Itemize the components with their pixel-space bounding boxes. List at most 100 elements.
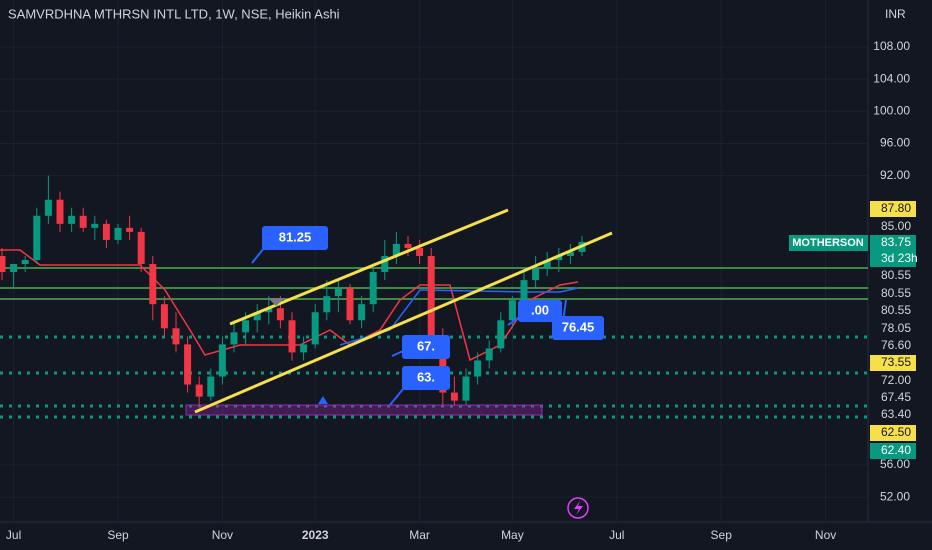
- candle-body: [427, 255, 435, 337]
- candle-body: [137, 231, 145, 265]
- price-axis: 108.00 104.00 100.00 96.00 92.00 56.00 52.00 87…: [789, 39, 918, 503]
- candle-body: [242, 320, 250, 333]
- candle-body: [369, 272, 377, 305]
- x-tick-label: May: [501, 528, 524, 542]
- candle-body: [126, 227, 134, 232]
- chart-title: SAMVRDHNA MTHRSN INTL LTD, 1W, NSE, Heik…: [8, 6, 340, 21]
- candle-body: [532, 268, 540, 281]
- candle-body: [149, 264, 157, 305]
- y-tick-label: 52.00: [880, 489, 910, 503]
- price-label: 80.55: [881, 303, 911, 317]
- channel: [194, 208, 613, 414]
- candle-body: [416, 247, 424, 256]
- candle-body: [497, 320, 505, 349]
- candle-body: [485, 348, 493, 361]
- price-label-bg: [870, 355, 916, 371]
- price-label-bg: [870, 425, 916, 441]
- y-tick-label: 56.00: [880, 457, 910, 471]
- channel-line: [194, 231, 613, 414]
- candle-body: [10, 264, 18, 273]
- y-tick-label: 104.00: [873, 71, 910, 85]
- x-tick-label: Jul: [609, 528, 624, 542]
- candle-body: [265, 308, 273, 313]
- y-tick-label: 108.00: [873, 39, 910, 53]
- x-tick-label: Sep: [107, 528, 129, 542]
- candle-body: [276, 308, 284, 321]
- callout-label: .00: [531, 302, 549, 317]
- candle-body: [381, 255, 389, 273]
- price-label-bg: [870, 321, 916, 337]
- price-label: 76.60: [881, 338, 911, 352]
- price-label: 85.00: [881, 219, 911, 233]
- callout-label: 76.45: [562, 319, 595, 334]
- price-label-bg: [870, 390, 916, 406]
- icon[interactable]: [574, 501, 583, 515]
- currency: INR: [885, 7, 906, 21]
- price-label: 63.40: [881, 407, 911, 421]
- candles: [0, 175, 586, 406]
- candle-body: [102, 223, 110, 240]
- price-label-bg: [870, 268, 916, 284]
- candle-body: [0, 255, 6, 273]
- price-label: 67.45: [881, 390, 911, 404]
- price-label: 72.00: [881, 373, 911, 387]
- price-label: 62.40: [881, 443, 911, 457]
- candle-body: [114, 227, 122, 240]
- candle-body: [91, 223, 99, 228]
- candle-body: [33, 215, 41, 260]
- candle-body: [300, 344, 308, 353]
- candle-body: [230, 332, 238, 345]
- callout-box: [518, 300, 562, 322]
- indicator-line: [0, 249, 579, 362]
- price-label-bg: [870, 235, 916, 251]
- y-tick-label: 92.00: [880, 168, 910, 182]
- candle-body: [346, 288, 354, 321]
- callout-label: 67.: [417, 338, 435, 353]
- callout-box: [402, 366, 450, 390]
- candle-body: [508, 300, 516, 321]
- candle-body: [44, 199, 52, 216]
- x-tick-label: 2023: [302, 528, 329, 542]
- candle-body: [474, 360, 482, 377]
- price-label: 87.80: [881, 201, 911, 215]
- callout-label: 63.: [417, 369, 435, 384]
- price-label: 78.05: [881, 321, 911, 335]
- icon[interactable]: [567, 497, 589, 519]
- candle-body: [543, 259, 551, 269]
- candle-body: [288, 320, 296, 353]
- price-label-bg: [870, 251, 916, 267]
- callout-box: [262, 226, 328, 250]
- candle-body: [195, 384, 203, 397]
- callout-label: 81.25: [279, 229, 312, 244]
- x-tick-label: Nov: [212, 528, 233, 542]
- candle-body: [160, 304, 168, 329]
- candle-body: [311, 312, 319, 345]
- price-label-bg: [870, 407, 916, 423]
- candle-body: [334, 288, 342, 297]
- price-label-bg: [870, 443, 916, 459]
- candle-body: [68, 215, 76, 224]
- price-label: 73.55: [881, 355, 911, 369]
- candle-body: [450, 392, 458, 401]
- symbol-tag-bg: [789, 235, 868, 251]
- callout-box: [402, 335, 450, 359]
- symbol-tag: MOTHERSON: [792, 237, 864, 249]
- y-tick-label: 100.00: [873, 103, 910, 117]
- y-tick-label: 96.00: [880, 136, 910, 150]
- marker: [268, 298, 285, 306]
- candle-body: [172, 328, 180, 345]
- callout-box: [552, 316, 604, 340]
- candle-body: [566, 251, 574, 256]
- candle-body: [323, 296, 331, 313]
- price-label: 83.75: [881, 235, 911, 249]
- marker: [318, 396, 328, 404]
- price-label: 80.55: [881, 286, 911, 300]
- candle-body: [218, 344, 226, 377]
- candle-body: [462, 376, 470, 401]
- x-tick-label: Sep: [711, 528, 733, 542]
- x-tick-label: Mar: [409, 528, 430, 542]
- candle-body: [207, 376, 215, 397]
- price-label-bg: [870, 286, 916, 302]
